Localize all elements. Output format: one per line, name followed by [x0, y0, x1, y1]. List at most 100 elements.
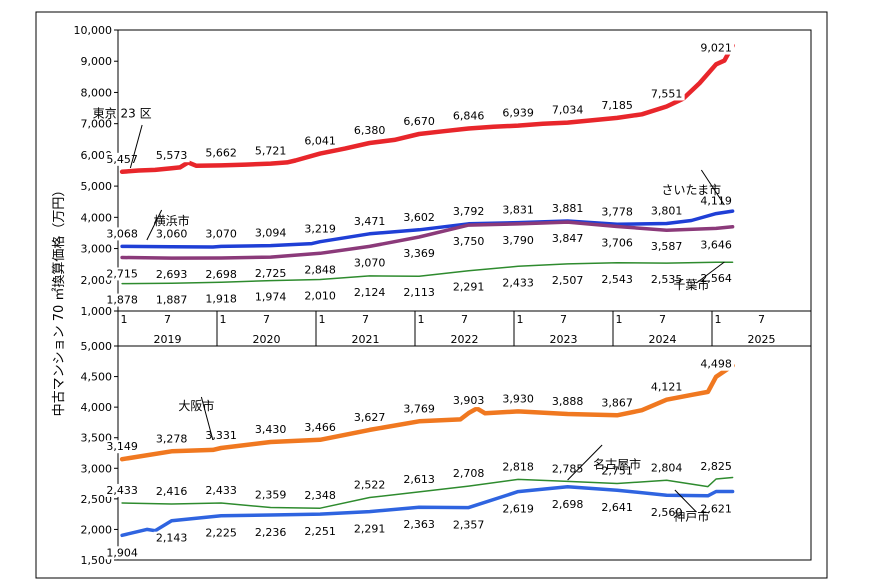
data-label-bg [549, 232, 586, 246]
data-label-bg [401, 286, 438, 300]
data-label-bg [648, 380, 685, 394]
data-label-bg [104, 546, 141, 560]
leader-line [674, 489, 697, 513]
data-label: 6,380 [354, 124, 386, 137]
data-label: 3,331 [205, 429, 237, 442]
data-label: 6,846 [453, 109, 485, 122]
data-label: 3,930 [502, 392, 534, 405]
series-line-0 [119, 43, 735, 175]
data-label-bg [648, 240, 685, 254]
data-label: 2,251 [304, 525, 336, 538]
data-label: 2,010 [304, 289, 336, 302]
data-label-bg [450, 109, 487, 123]
data-label: 2,751 [601, 465, 633, 478]
data-label: 3,888 [552, 395, 584, 408]
series-line-11 [121, 476, 734, 509]
x-month-label: 1 [418, 313, 425, 326]
x-year-label: 2021 [352, 333, 380, 346]
data-label: 2,613 [403, 473, 435, 486]
data-label: 3,471 [354, 215, 386, 228]
data-label: 3,060 [156, 228, 188, 241]
data-label-bg [549, 497, 586, 511]
series-name-label: 大阪市 [178, 398, 214, 413]
data-label-bg [302, 222, 339, 236]
data-label: 2,433 [205, 484, 237, 497]
data-label-bg [698, 41, 735, 55]
data-label-bg [549, 394, 586, 408]
y-tick-label: 9,000 [81, 55, 113, 68]
data-label: 3,070 [205, 227, 237, 240]
data-label: 6,041 [304, 135, 336, 148]
data-label: 3,369 [403, 247, 435, 260]
data-label: 1,878 [106, 294, 138, 307]
data-label: 3,587 [651, 240, 683, 253]
data-label: 3,068 [106, 227, 138, 240]
data-label-bg [599, 98, 636, 112]
data-label-bg [153, 432, 190, 446]
data-label: 2,818 [502, 460, 534, 473]
y-axis-label: 中古マンション 70 ㎡換算価格（万円） [51, 184, 67, 417]
y-tick-label: 7,000 [81, 118, 113, 131]
data-label-bg [401, 247, 438, 261]
leader-line [200, 396, 214, 441]
data-label-bg [549, 462, 586, 476]
data-label-bg [252, 267, 289, 281]
x-year-label: 2024 [649, 333, 677, 346]
data-label: 1,974 [255, 291, 287, 304]
data-label: 7,551 [651, 87, 683, 100]
series-name-label: 千葉市 [673, 277, 709, 292]
data-label: 2,124 [354, 286, 386, 299]
x-month-label: 1 [121, 313, 128, 326]
data-label-bg [450, 204, 487, 218]
data-label: 3,627 [354, 411, 386, 424]
data-label-bg [698, 357, 735, 371]
data-label-bg [252, 488, 289, 502]
data-label-bg [351, 256, 388, 270]
data-label: 2,433 [502, 276, 534, 289]
data-label-bg [500, 233, 537, 247]
data-label-bg [500, 460, 537, 474]
y-tick-label: 4,000 [81, 401, 113, 414]
y-tick-label: 5,000 [81, 180, 113, 193]
data-label: 2,708 [453, 467, 485, 480]
data-label: 2,621 [700, 502, 732, 515]
data-label: 3,602 [403, 211, 435, 224]
bottom-panel: 1,5002,0002,5003,0003,5004,0004,5005,000… [81, 340, 812, 567]
data-label: 2,715 [106, 267, 138, 280]
data-label-bg [698, 194, 735, 208]
x-year-label: 2023 [550, 333, 578, 346]
data-label-bg [401, 402, 438, 416]
data-label: 6,939 [502, 107, 534, 120]
data-label-bg [302, 525, 339, 539]
data-label-bg [153, 268, 190, 282]
series-name-label: 名古屋市 [593, 456, 641, 471]
data-label-bg [252, 525, 289, 539]
data-label: 3,219 [304, 223, 336, 236]
data-label: 3,070 [354, 256, 386, 269]
leader-line [700, 169, 725, 206]
data-label-bg [104, 440, 141, 454]
data-label: 2,143 [156, 532, 188, 545]
data-label-bg [153, 531, 190, 545]
data-label-bg [648, 273, 685, 287]
x-month-label: 7 [758, 313, 765, 326]
y-tick-label: 8,000 [81, 86, 113, 99]
data-label: 2,236 [255, 526, 287, 539]
series-line-3 [121, 261, 734, 285]
data-label: 3,903 [453, 394, 485, 407]
data-label: 3,778 [601, 205, 633, 218]
data-label-bg [153, 227, 190, 241]
data-label-bg [401, 114, 438, 128]
data-label-bg [500, 276, 537, 290]
data-label: 3,801 [651, 205, 683, 218]
x-month-label: 1 [715, 313, 722, 326]
data-label-bg [450, 467, 487, 481]
data-label: 3,881 [552, 202, 584, 215]
data-label-bg [648, 461, 685, 475]
x-month-label: 1 [616, 313, 623, 326]
y-tick-label: 3,000 [81, 462, 113, 475]
data-label: 3,706 [601, 237, 633, 250]
data-label: 2,698 [205, 268, 237, 281]
data-label: 9,021 [700, 42, 732, 55]
data-label-bg [203, 267, 240, 281]
